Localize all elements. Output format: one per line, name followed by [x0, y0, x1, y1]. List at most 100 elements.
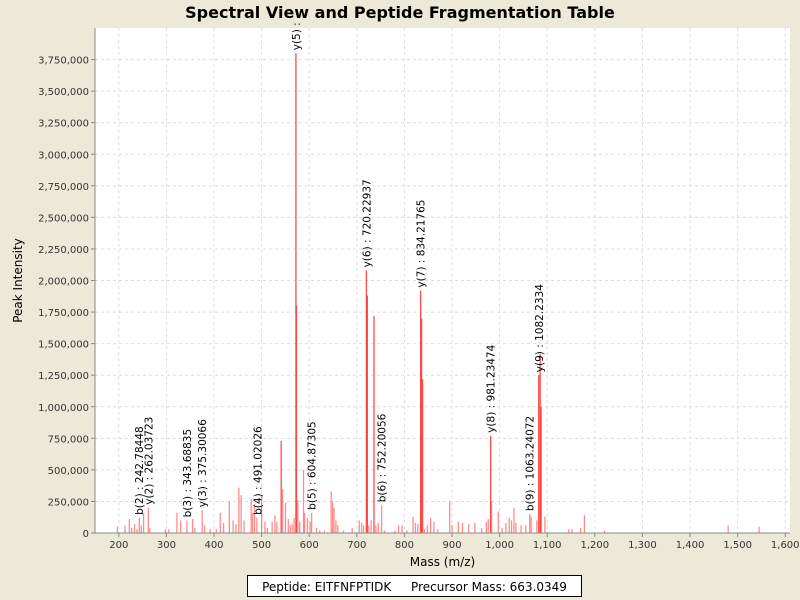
peak-bar: [138, 517, 140, 533]
peak-bar: [243, 520, 245, 533]
peak-bar: [147, 507, 150, 533]
peak-bar: [164, 529, 167, 533]
peak-bar: [513, 507, 515, 533]
peak-bar: [461, 522, 464, 533]
peak-bar: [238, 487, 240, 533]
peak-bar: [420, 318, 423, 533]
x-tick-label: 1,200: [581, 540, 610, 551]
peak-annotation: y(8) : 981.23474: [486, 344, 498, 432]
peak-bar: [490, 501, 493, 533]
peak-bar: [299, 521, 301, 533]
x-tick-label: 300: [157, 540, 176, 551]
peak-annotation: b(5) : 604.87305: [307, 421, 319, 510]
peak-annotation: b(3) : 343.68835: [182, 429, 194, 518]
peak-bar: [571, 529, 573, 533]
peak-bar: [116, 526, 119, 533]
peak-annotation: y(7) : 834.21765: [416, 200, 428, 288]
peak-bar: [515, 522, 517, 533]
peak-bar: [297, 500, 299, 533]
x-tick-label: 1,000: [485, 540, 514, 551]
peak-bar: [289, 525, 291, 533]
x-tick-label: 1,500: [723, 540, 752, 551]
peak-bar: [240, 495, 242, 533]
y-tick-label: 2,750,000: [38, 182, 89, 193]
peak-bar: [429, 517, 432, 533]
peak-bar: [331, 501, 334, 533]
peak-bar: [124, 525, 126, 533]
peak-bar: [168, 529, 170, 533]
peak-bar: [266, 527, 269, 533]
peak-annotation: y(2) : 262.03723: [143, 417, 155, 505]
peak-annotation: b(4) : 491.02026: [252, 426, 264, 515]
y-tick-label: 1,250,000: [38, 371, 89, 382]
peak-bar: [201, 510, 203, 533]
y-tick-label: 3,750,000: [38, 56, 89, 67]
peak-bar: [333, 507, 335, 533]
y-tick-label: 0: [83, 529, 89, 540]
peak-bar: [366, 295, 368, 533]
peak-bar: [274, 515, 276, 533]
chart-title: Spectral View and Peptide Fragmentation …: [185, 3, 615, 22]
legend-peptide: Peptide: EITFNFPTIDK: [262, 580, 392, 594]
peak-bar: [583, 515, 586, 533]
peak-bar: [420, 290, 422, 533]
peak-bar: [383, 530, 386, 533]
y-tick-label: 500,000: [48, 466, 89, 477]
peak-bar: [401, 525, 403, 533]
x-tick-label: 1,400: [676, 540, 705, 551]
peak-bar: [468, 524, 470, 533]
peak-bar: [373, 315, 375, 533]
peak-annotation: b(2) : 242.78448: [134, 426, 146, 515]
peak-bar: [426, 525, 428, 533]
peak-annotation: y(6) : 720.22937: [361, 179, 373, 267]
peak-bar: [342, 530, 345, 533]
x-tick-label: 800: [395, 540, 414, 551]
peak-bar: [520, 525, 522, 533]
y-tick-label: 3,500,000: [38, 87, 89, 98]
y-tick-label: 1,500,000: [38, 340, 89, 351]
peak-bar: [414, 522, 417, 533]
peak-annotation: b(9) : 1063.24072: [525, 416, 537, 511]
y-tick-label: 2,250,000: [38, 245, 89, 256]
x-tick-label: 1,300: [628, 540, 657, 551]
peak-annotation: y(9) : 1082.2334: [534, 284, 546, 372]
y-tick-label: 3,000,000: [38, 150, 89, 161]
peak-bar: [323, 530, 326, 533]
y-tick-label: 2,500,000: [38, 213, 89, 224]
x-tick-label: 500: [252, 540, 271, 551]
peak-bar: [368, 525, 370, 533]
peak-bar: [235, 524, 237, 533]
peak-bar: [603, 530, 606, 533]
peak-bar: [133, 524, 136, 533]
peak-bar: [398, 525, 400, 533]
peak-bar: [380, 505, 383, 533]
peak-bar: [140, 525, 142, 533]
peak-bar: [176, 512, 178, 533]
peak-bar: [191, 519, 194, 533]
peak-bar: [480, 527, 483, 533]
peak-bar: [365, 270, 368, 533]
peak-bar: [194, 527, 196, 533]
peak-bar: [525, 525, 527, 533]
peak-bar: [293, 517, 295, 533]
peak-bar: [276, 521, 278, 533]
peak-bar: [284, 502, 287, 533]
x-tick-label: 600: [300, 540, 319, 551]
peak-bar: [295, 53, 297, 533]
peak-bar: [540, 406, 542, 533]
peak-bar: [281, 488, 284, 533]
peak-bar: [421, 378, 424, 533]
peak-bar: [457, 521, 459, 533]
peak-bar: [544, 516, 546, 533]
peak-bar: [538, 375, 540, 533]
peak-bar: [136, 529, 138, 533]
legend: Peptide: EITFNFPTIDK Precursor Mass: 663…: [247, 575, 582, 597]
peak-bar: [727, 525, 729, 533]
peak-bar: [536, 520, 538, 533]
y-tick-label: 1,000,000: [38, 403, 89, 414]
peak-bar: [295, 305, 298, 533]
y-tick-label: 3,250,000: [38, 119, 89, 130]
peak-bar: [309, 521, 311, 533]
peak-bar: [215, 529, 218, 533]
x-tick-label: 200: [109, 540, 128, 551]
